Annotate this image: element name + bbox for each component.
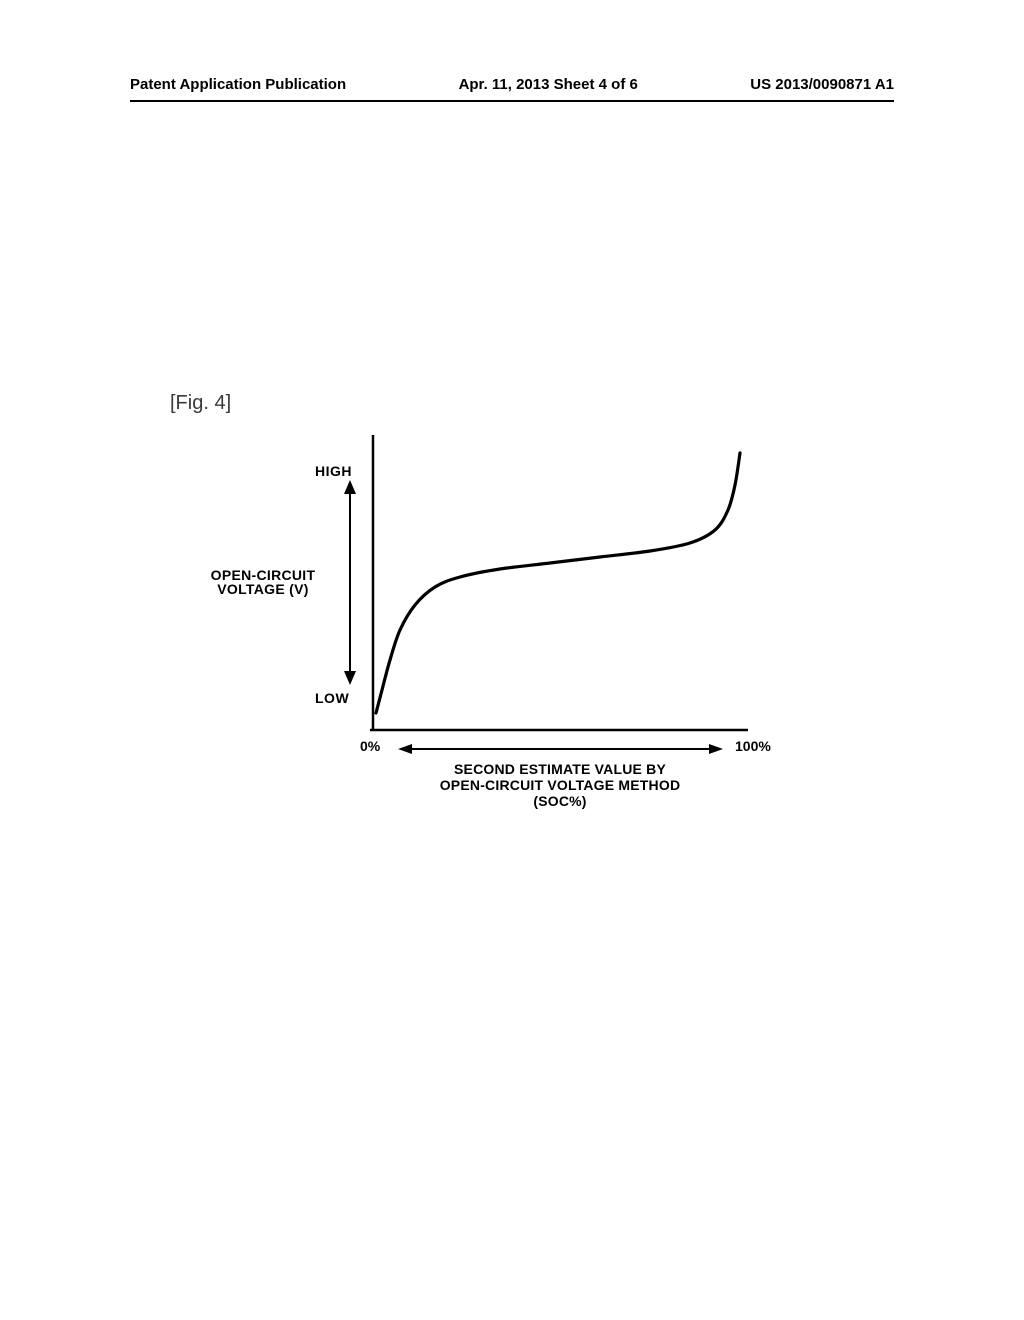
y-axis-title-line2: VOLTAGE (V) [217,581,308,597]
header-rule [130,100,894,102]
chart-plot [370,435,750,735]
page-header: Patent Application Publication Apr. 11, … [0,76,1024,93]
header-right: US 2013/0090871 A1 [750,76,894,93]
x-axis-min-label: 0% [360,738,380,754]
x-axis-title-line3: (SOC%) [533,793,586,809]
y-axis-high-label: HIGH [315,463,352,479]
x-axis-max-label: 100% [735,738,771,754]
figure-ocv-soc: HIGH LOW OPEN-CIRCUIT VOLTAGE (V) 0% 100… [260,435,780,835]
ocv-soc-curve [376,453,740,713]
x-axis-double-arrow-icon [398,742,723,756]
header-left: Patent Application Publication [130,76,346,93]
y-axis-title: OPEN-CIRCUIT VOLTAGE (V) [188,568,338,596]
x-axis-title-line1: SECOND ESTIMATE VALUE BY [454,761,666,777]
x-axis-title-line2: OPEN-CIRCUIT VOLTAGE METHOD [440,777,681,793]
y-axis-double-arrow-icon [335,480,365,685]
y-axis-low-label: LOW [315,690,349,706]
header-center: Apr. 11, 2013 Sheet 4 of 6 [459,76,638,93]
figure-label: [Fig. 4] [170,392,231,415]
x-axis-title: SECOND ESTIMATE VALUE BY OPEN-CIRCUIT VO… [410,761,710,809]
